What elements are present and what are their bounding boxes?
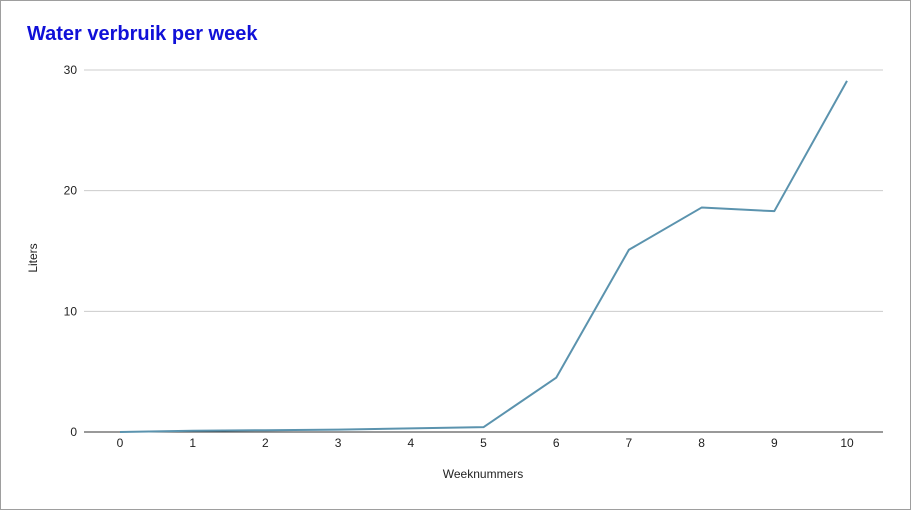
x-tick-label: 2 xyxy=(262,436,269,450)
y-axis-label: Liters xyxy=(26,243,40,272)
y-tick-label: 20 xyxy=(64,184,78,198)
x-tick-label: 4 xyxy=(407,436,414,450)
x-tick-label: 1 xyxy=(189,436,196,450)
x-tick-label: 0 xyxy=(117,436,124,450)
x-tick-label: 6 xyxy=(553,436,560,450)
series-line xyxy=(120,81,847,432)
series xyxy=(120,81,847,432)
x-tick-label: 7 xyxy=(626,436,633,450)
y-tick-label: 0 xyxy=(70,425,77,439)
y-tick-label: 10 xyxy=(64,304,78,318)
x-tick-label: 9 xyxy=(771,436,778,450)
x-tick-label: 3 xyxy=(335,436,342,450)
x-tick-label: 5 xyxy=(480,436,487,450)
x-tick-label: 8 xyxy=(698,436,705,450)
y-tick-labels: 0 10 20 30 xyxy=(64,63,78,439)
y-tick-label: 30 xyxy=(64,63,78,77)
x-axis-label: Weeknummers xyxy=(443,467,523,481)
x-tick-label: 10 xyxy=(840,436,854,450)
gridlines xyxy=(84,70,883,311)
x-tick-labels: 0 1 2 3 4 5 6 7 8 9 10 xyxy=(117,436,854,450)
